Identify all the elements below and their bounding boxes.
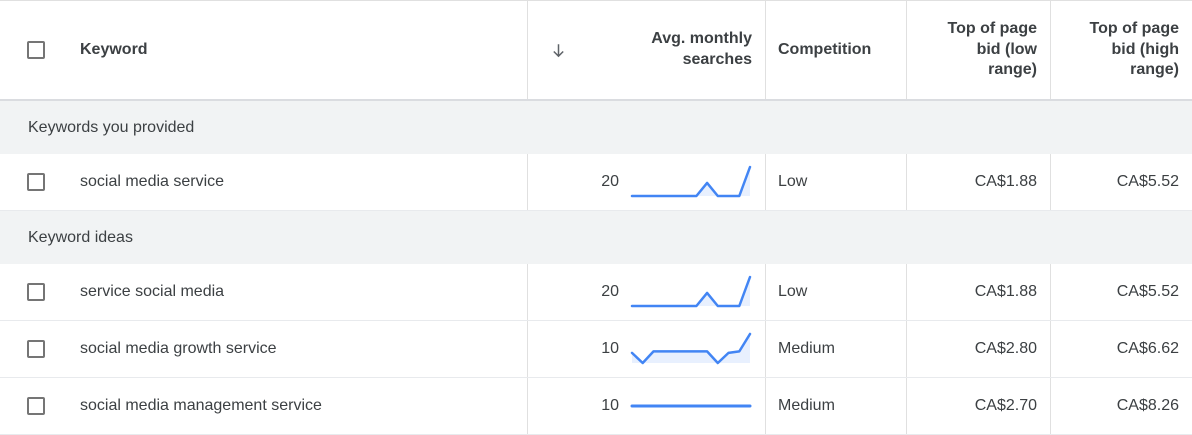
section-header: Keywords you provided bbox=[0, 101, 1192, 154]
row-checkbox[interactable] bbox=[27, 397, 45, 415]
table-header-row: Keyword Avg. monthly searches Competitio… bbox=[0, 1, 1192, 101]
bid-low-cell: CA$1.88 bbox=[906, 154, 1050, 210]
bid-high-cell: CA$6.62 bbox=[1050, 321, 1192, 377]
trend-sparkline bbox=[630, 404, 752, 408]
avg-monthly-searches-value: 20 bbox=[601, 283, 619, 300]
competition-value: Low bbox=[778, 173, 808, 190]
column-header-avg-monthly-searches[interactable]: Avg. monthly searches bbox=[651, 30, 752, 68]
bid-high-cell: CA$8.26 bbox=[1050, 378, 1192, 434]
keyword-text: social media management service bbox=[80, 397, 322, 414]
section-header-label: Keyword ideas bbox=[28, 228, 133, 246]
trend-sparkline bbox=[630, 332, 752, 365]
select-all-checkbox[interactable] bbox=[27, 41, 45, 59]
trend-sparkline bbox=[630, 165, 752, 198]
bid-high-header-cell: Top of page bid (high range) bbox=[1050, 1, 1192, 99]
avg-monthly-searches-value: 10 bbox=[601, 397, 619, 414]
bid-low-header-cell: Top of page bid (low range) bbox=[906, 1, 1050, 99]
competition-value: Low bbox=[778, 283, 808, 300]
bid-low-value: CA$2.70 bbox=[974, 397, 1037, 414]
keyword-cell: service social media bbox=[0, 264, 527, 320]
table-body: Keywords you provided social media servic… bbox=[0, 101, 1192, 435]
avg-monthly-searches-cell: 10 bbox=[527, 321, 765, 377]
bid-high-cell: CA$5.52 bbox=[1050, 264, 1192, 320]
bid-low-cell: CA$1.88 bbox=[906, 264, 1050, 320]
bid-low-cell: CA$2.70 bbox=[906, 378, 1050, 434]
avg-monthly-searches-cell: 10 bbox=[527, 378, 765, 434]
column-header-bid-low[interactable]: Top of page bid (low range) bbox=[947, 19, 1037, 79]
bid-low-value: CA$1.88 bbox=[974, 173, 1037, 190]
trend-sparkline bbox=[630, 275, 752, 308]
table-row: social media service 20 Low CA$1.88 CA$5.52 bbox=[0, 154, 1192, 211]
keyword-cell: social media growth service bbox=[0, 321, 527, 377]
competition-value: Medium bbox=[778, 340, 835, 357]
keyword-text: service social media bbox=[80, 283, 225, 300]
column-header-bid-high[interactable]: Top of page bid (high range) bbox=[1089, 19, 1179, 79]
keyword-header-cell: Keyword bbox=[0, 1, 527, 99]
bid-high-value: CA$5.52 bbox=[1116, 283, 1179, 300]
row-checkbox[interactable] bbox=[27, 173, 45, 191]
table-row: social media management service 10 Medium C… bbox=[0, 378, 1192, 435]
table-row: social media growth service 10 Medium CA$2.… bbox=[0, 321, 1192, 378]
bid-high-cell: CA$5.52 bbox=[1050, 154, 1192, 210]
column-header-competition[interactable]: Competition bbox=[778, 40, 872, 58]
section-header-label: Keywords you provided bbox=[28, 118, 195, 136]
keyword-text: social media service bbox=[80, 173, 225, 190]
bid-high-value: CA$5.52 bbox=[1116, 173, 1179, 190]
avg-monthly-searches-cell: 20 bbox=[527, 264, 765, 320]
row-checkbox[interactable] bbox=[27, 283, 45, 301]
avg-monthly-searches-value: 10 bbox=[601, 340, 619, 357]
competition-value: Medium bbox=[778, 397, 835, 414]
bid-low-value: CA$2.80 bbox=[974, 340, 1037, 357]
bid-high-value: CA$6.62 bbox=[1116, 340, 1179, 357]
avg-monthly-searches-header-cell: Avg. monthly searches bbox=[527, 1, 765, 99]
keyword-text: social media growth service bbox=[80, 340, 277, 357]
keyword-cell: social media management service bbox=[0, 378, 527, 434]
column-header-keyword[interactable]: Keyword bbox=[80, 40, 148, 58]
competition-cell: Medium bbox=[765, 378, 906, 434]
section-header: Keyword ideas bbox=[0, 211, 1192, 264]
competition-cell: Low bbox=[765, 264, 906, 320]
competition-header-cell: Competition bbox=[765, 1, 906, 99]
bid-low-cell: CA$2.80 bbox=[906, 321, 1050, 377]
sort-descending-icon[interactable] bbox=[550, 42, 567, 59]
competition-cell: Medium bbox=[765, 321, 906, 377]
bid-high-value: CA$8.26 bbox=[1116, 397, 1179, 414]
row-checkbox[interactable] bbox=[27, 340, 45, 358]
competition-cell: Low bbox=[765, 154, 906, 210]
keyword-cell: social media service bbox=[0, 154, 527, 210]
table-row: service social media 20 Low CA$1.88 CA$5.52 bbox=[0, 264, 1192, 321]
bid-low-value: CA$1.88 bbox=[974, 283, 1037, 300]
avg-monthly-searches-value: 20 bbox=[601, 173, 619, 190]
avg-monthly-searches-cell: 20 bbox=[527, 154, 765, 210]
